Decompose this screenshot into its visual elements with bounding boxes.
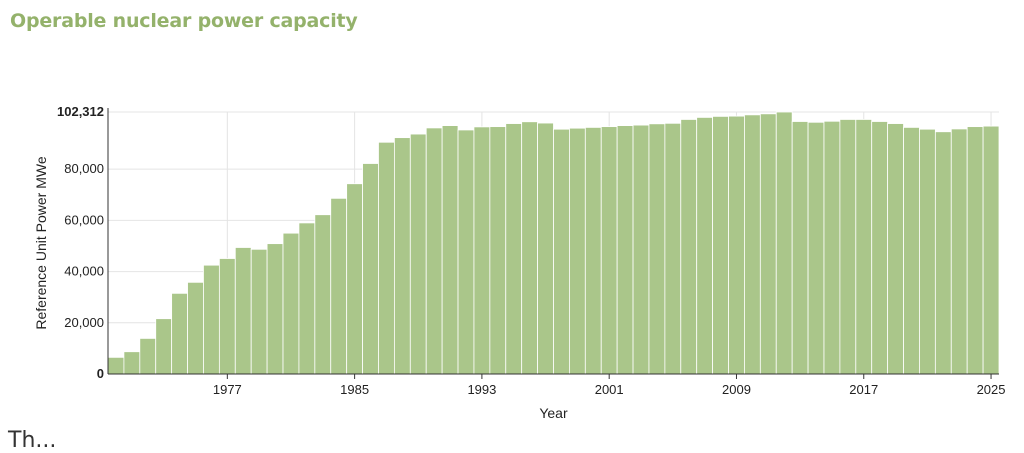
x-tick-label: 1985 [340, 382, 369, 397]
bar-2014 [807, 121, 825, 375]
chart-svg: 0 20,000 40,000 60,000 80,000 102,312 1977 1985… [33, 104, 1006, 421]
x-tick-label: 1993 [467, 382, 496, 397]
bars-layer [107, 111, 1000, 375]
bar-1973 [155, 318, 173, 375]
bar-1995 [505, 123, 523, 375]
bar-2002 [616, 125, 634, 375]
bar-1997 [537, 122, 554, 375]
bar-2000 [584, 126, 602, 375]
bar-1977 [218, 258, 236, 375]
bar-1980 [266, 243, 284, 375]
bar-2021 [919, 128, 936, 375]
bar-1993 [473, 126, 491, 375]
capacity-chart: 0 20,000 40,000 60,000 80,000 102,312 1977 1985… [33, 104, 1006, 421]
bar-2012 [775, 111, 793, 375]
bar-1982 [298, 222, 316, 375]
bar-2010 [744, 114, 761, 375]
bar-1986 [362, 163, 379, 375]
bar-2011 [759, 113, 777, 375]
y-tick-label: 102,312 [57, 104, 104, 119]
bar-1990 [425, 127, 443, 375]
x-axis-title: Year [539, 405, 568, 421]
y-axis-title: Reference Unit Power MWe [33, 156, 49, 329]
page-title: Operable nuclear power capacity [10, 10, 358, 32]
bar-1984 [330, 197, 348, 375]
bar-2022 [934, 131, 952, 375]
bar-1994 [489, 126, 507, 375]
bar-2024 [966, 126, 984, 375]
bar-2017 [855, 119, 873, 375]
y-tick-label: 0 [97, 366, 104, 381]
bar-2003 [632, 124, 650, 375]
bar-2013 [791, 121, 809, 375]
bar-1974 [171, 292, 188, 375]
bar-2004 [648, 123, 666, 375]
bar-1970 [107, 356, 125, 375]
bar-1976 [203, 264, 220, 375]
bar-2006 [680, 119, 698, 375]
y-tick-label: 80,000 [64, 161, 104, 176]
y-tick-label: 40,000 [64, 264, 104, 279]
bar-2015 [823, 120, 841, 375]
bar-1989 [409, 133, 427, 375]
x-tick-label: 2001 [595, 382, 624, 397]
bar-2020 [903, 126, 920, 375]
x-tick-label: 2017 [849, 382, 878, 397]
bar-1981 [282, 232, 300, 375]
bar-2001 [600, 126, 618, 375]
bar-1988 [393, 137, 411, 375]
bar-1999 [569, 127, 586, 375]
bar-1985 [346, 183, 363, 375]
x-tick-label: 2009 [722, 382, 751, 397]
y-tick-label: 20,000 [64, 315, 104, 330]
y-tick-label: 60,000 [64, 212, 104, 227]
bar-1987 [378, 141, 395, 375]
bar-1971 [123, 351, 141, 375]
bar-2016 [839, 119, 857, 375]
bar-2023 [950, 128, 968, 375]
bar-1996 [521, 121, 538, 375]
x-tick-label: 1977 [213, 382, 242, 397]
truncated-text: Th... [8, 428, 57, 453]
x-tick-label: 2025 [977, 382, 1006, 397]
bar-1983 [314, 214, 332, 375]
bar-1991 [441, 125, 459, 375]
bar-2005 [664, 122, 682, 375]
bar-1978 [234, 247, 252, 375]
bar-1992 [457, 129, 475, 375]
bar-2009 [728, 115, 745, 375]
bar-1972 [139, 338, 157, 375]
bar-2008 [712, 115, 729, 375]
bar-1979 [250, 248, 268, 375]
bar-2007 [696, 117, 714, 375]
bar-2018 [871, 121, 889, 375]
bar-2019 [887, 123, 904, 375]
labels-layer: 0 20,000 40,000 60,000 80,000 102,312 1977 1985… [33, 104, 1006, 421]
bar-1975 [187, 281, 204, 375]
bar-1998 [553, 128, 570, 375]
bar-2025 [982, 125, 1000, 375]
axis-layer [107, 108, 999, 379]
